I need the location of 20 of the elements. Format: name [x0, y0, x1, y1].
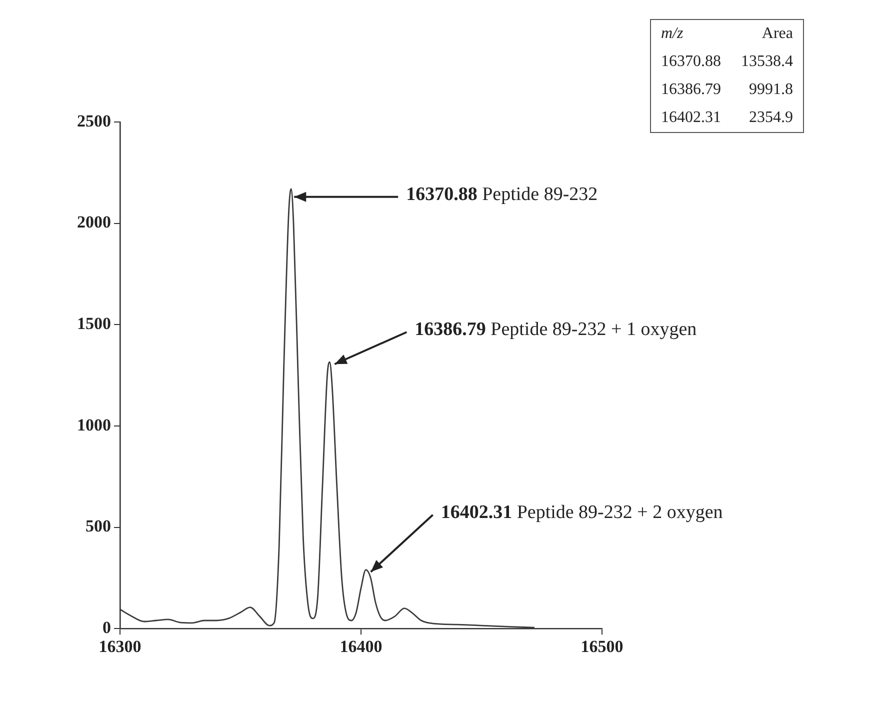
text: 9991.8 [748, 80, 794, 100]
y-tick-label: 2000 [77, 212, 111, 232]
y-tick-label: 2500 [77, 111, 111, 130]
text: 13538.4 [740, 52, 794, 72]
text: Area [760, 24, 794, 44]
text: 16402.31 [660, 108, 722, 128]
x-tick-label: 16400 [340, 637, 382, 656]
y-tick-label: 1500 [77, 314, 111, 334]
annotation: 16370.88 Peptide 89-232 [406, 184, 598, 206]
y-tick-label: 0 [102, 618, 111, 637]
text: 2354.9 [748, 108, 794, 128]
annotation: 16386.79 Peptide 89-232 + 1 oxygen [414, 319, 697, 342]
x-tick-label: 16300 [98, 637, 142, 656]
text: 16386.79 [660, 80, 722, 100]
text: m/z [660, 24, 684, 44]
y-tick-label: 1000 [77, 415, 111, 434]
annotation: 16402.31 Peptide 89-232 + 2 oxygen [440, 502, 723, 524]
text: 16370.88 [660, 52, 722, 72]
x-tick-label: 16500 [580, 637, 624, 656]
y-tick-label: 500 [86, 516, 111, 536]
